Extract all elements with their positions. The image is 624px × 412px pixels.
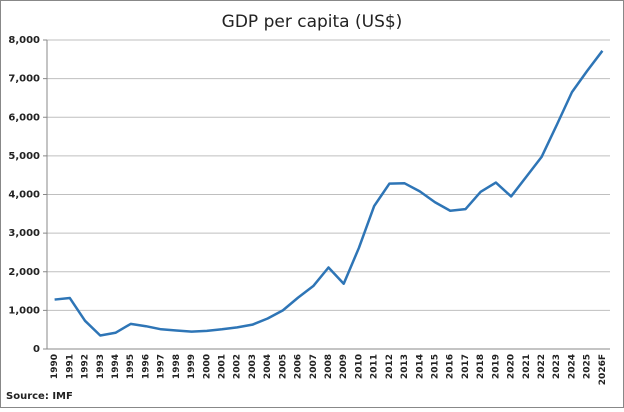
x-tick-label: 1994: [111, 354, 121, 379]
x-tick-label: 1993: [96, 354, 106, 379]
x-tick-label: 2022: [537, 354, 547, 379]
x-tick-label: 2026F: [598, 354, 608, 385]
x-tick-label: 1999: [187, 354, 197, 379]
x-tick-label: 2019: [491, 354, 501, 379]
x-tick-label: 2009: [339, 354, 349, 379]
x-tick-label: 2006: [294, 354, 304, 379]
x-tick-label: 2000: [202, 354, 212, 379]
y-tick-label: 4,000: [8, 190, 40, 201]
x-tick-label: 1992: [81, 354, 91, 379]
y-tick-label: 6,000: [8, 112, 40, 123]
x-tick-label: 2013: [400, 354, 410, 379]
x-tick-label: 2018: [476, 354, 486, 379]
x-tick-label: 1998: [172, 354, 182, 379]
y-tick-label: 5,000: [8, 151, 40, 162]
y-tick-label: 1,000: [8, 305, 40, 316]
x-tick-label: 2003: [248, 354, 258, 379]
x-tick-label: 2020: [507, 354, 517, 379]
x-tick-label: 2010: [354, 354, 364, 379]
x-tick-label: 1997: [157, 354, 167, 379]
x-tick-label: 1996: [141, 354, 151, 379]
x-tick-label: 2025: [583, 354, 593, 379]
x-tick-label: 2005: [278, 354, 288, 379]
x-tick-label: 2002: [233, 354, 243, 379]
x-tick-label: 1990: [50, 354, 60, 379]
y-tick-label: 8,000: [8, 35, 40, 46]
data-line: [54, 50, 604, 337]
x-tick-label: 2017: [461, 354, 471, 379]
y-tick-label: 3,000: [8, 228, 40, 239]
x-tick-label: 2012: [385, 354, 395, 379]
x-tick-label: 2021: [522, 354, 532, 379]
x-tick-label: 2016: [446, 354, 456, 379]
y-tick-label: 7,000: [8, 74, 40, 85]
x-tick-label: 2014: [415, 354, 425, 379]
x-tick-label: 2023: [552, 354, 562, 379]
x-tick-label: 1995: [126, 354, 136, 379]
chart-title: GDP per capita (US$): [222, 12, 403, 32]
x-tick-label: 2004: [263, 354, 273, 379]
x-tick-label: 2024: [567, 354, 577, 379]
y-tick-label: 0: [33, 344, 40, 355]
source-note: Source: IMF: [6, 391, 73, 402]
x-tick-label: 2001: [217, 354, 227, 379]
x-tick-label: 1991: [65, 354, 75, 379]
y-tick-label: 2,000: [8, 267, 40, 278]
x-tick-label: 2011: [370, 354, 380, 379]
x-tick-label: 2008: [324, 354, 334, 379]
x-tick-label: 2015: [431, 354, 441, 379]
x-tick-label: 2007: [309, 354, 319, 379]
